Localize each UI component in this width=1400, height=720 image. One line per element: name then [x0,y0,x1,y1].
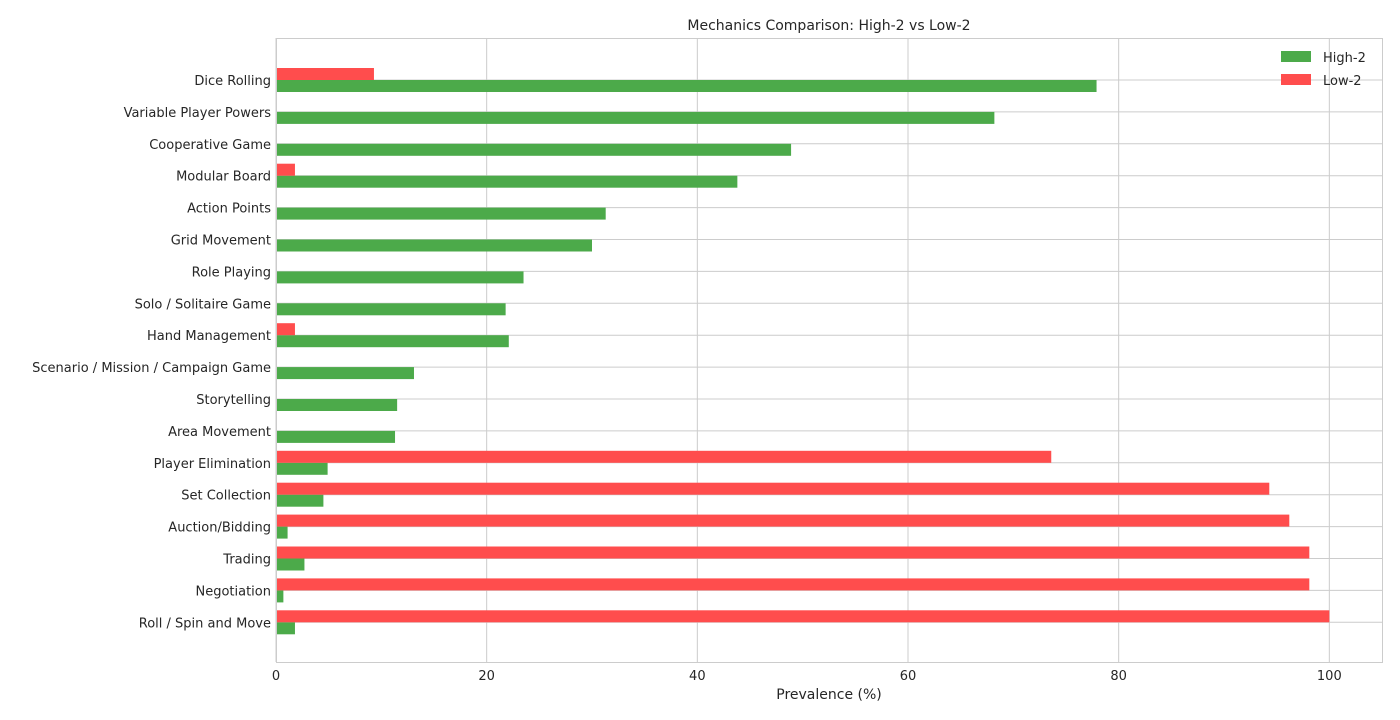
bar-high-2 [276,335,509,348]
bar-low-2 [276,163,295,176]
bar-low-2 [276,546,1310,559]
category-label: Auction/Bidding [168,521,271,536]
category-label: Set Collection [181,489,271,504]
bar-high-2 [276,462,328,475]
bar-high-2 [276,207,606,220]
plot-frame [276,38,1383,663]
category-label: Modular Board [176,170,271,185]
category-label: Dice Rolling [194,74,271,89]
bar-low-2 [276,514,1290,527]
legend-label: Low-2 [1323,74,1362,89]
category-label: Storytelling [196,393,271,408]
category-label: Negotiation [195,584,271,599]
category-label: Role Playing [192,265,271,280]
category-label: Grid Movement [171,234,271,249]
grid-layer [275,38,1382,662]
x-axis-label: Prevalence (%) [776,687,882,703]
bar-high-2 [276,558,305,571]
bar-high-2 [276,526,288,539]
chart-title: Mechanics Comparison: High-2 vs Low-2 [687,18,970,34]
bar-low-2 [276,450,1052,463]
legend-label: High-2 [1323,51,1366,66]
x-tick-label: 0 [272,669,280,684]
category-label: Trading [222,553,271,568]
bar-low-2 [276,610,1330,623]
x-axis-ticks: 0 20 40 60 80 100 [272,669,1342,684]
bar-high-2 [276,175,738,188]
bar-high-2 [276,367,414,380]
x-tick-label: 100 [1317,669,1342,684]
category-label: Scenario / Mission / Campaign Game [32,361,271,376]
bar-low-2 [276,578,1310,591]
bar-high-2 [276,271,524,284]
bar-high-2 [276,303,506,316]
bar-high-2 [276,622,295,635]
legend: High-2 Low-2 [1281,51,1366,89]
category-label: Hand Management [147,329,271,344]
bar-high-2 [276,430,396,443]
category-label: Solo / Solitaire Game [135,297,271,312]
bar-low-2 [276,68,374,80]
bar-high-2 [276,111,995,124]
category-label: Cooperative Game [149,138,271,153]
x-tick-label: 60 [900,669,917,684]
bar-high-2 [276,143,792,156]
category-label: Action Points [187,202,271,217]
x-tick-label: 20 [478,669,495,684]
category-label: Player Elimination [154,457,271,472]
x-tick-label: 40 [689,669,706,684]
bar-high-2 [276,239,592,252]
y-axis-categories: Dice Rolling Variable Player Powers Cooper… [32,74,271,631]
bar-low-2 [276,482,1270,495]
legend-swatch [1281,74,1311,85]
bar-high-2 [276,399,398,411]
x-tick-label: 80 [1110,669,1127,684]
bar-high-2 [276,494,324,507]
legend-swatch [1281,51,1311,62]
bar-high-2 [276,80,1097,92]
bar-high-2 [276,590,284,603]
category-label: Roll / Spin and Move [139,616,271,631]
bar-layer [276,68,1330,635]
category-label: Area Movement [168,425,271,440]
category-label: Variable Player Powers [124,106,272,121]
bar-low-2 [276,323,295,336]
